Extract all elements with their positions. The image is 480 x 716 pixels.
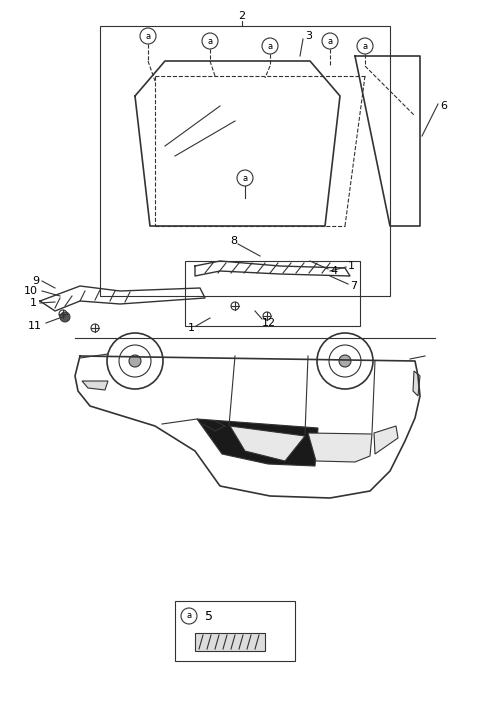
- Text: 1: 1: [188, 323, 195, 333]
- Text: a: a: [327, 37, 333, 46]
- Circle shape: [91, 324, 99, 332]
- Polygon shape: [413, 371, 420, 396]
- Bar: [100, 26, 390, 296]
- Text: 11: 11: [28, 321, 42, 331]
- Polygon shape: [197, 419, 318, 466]
- Text: 4: 4: [330, 266, 337, 276]
- Polygon shape: [230, 426, 305, 461]
- Text: 8: 8: [230, 236, 237, 246]
- Circle shape: [59, 310, 67, 318]
- Bar: [195, 633, 265, 651]
- Text: 7: 7: [350, 281, 357, 291]
- Text: 3: 3: [305, 31, 312, 41]
- Text: a: a: [207, 37, 213, 46]
- Polygon shape: [308, 433, 372, 462]
- Circle shape: [339, 355, 351, 367]
- Circle shape: [231, 302, 239, 310]
- Circle shape: [60, 312, 70, 322]
- Text: 6: 6: [440, 101, 447, 111]
- Text: 1: 1: [348, 261, 355, 271]
- Text: 1: 1: [30, 298, 37, 308]
- Polygon shape: [82, 381, 108, 390]
- Bar: [185, 261, 360, 326]
- Text: 5: 5: [205, 609, 213, 622]
- Text: 2: 2: [239, 11, 246, 21]
- Text: a: a: [186, 611, 192, 621]
- Text: a: a: [145, 32, 151, 41]
- Text: a: a: [267, 42, 273, 51]
- Circle shape: [317, 333, 373, 389]
- Circle shape: [129, 355, 141, 367]
- Polygon shape: [374, 426, 398, 454]
- Text: a: a: [242, 173, 248, 183]
- Bar: [175, 601, 295, 661]
- Text: 12: 12: [262, 318, 276, 328]
- Text: 9: 9: [32, 276, 39, 286]
- Text: a: a: [362, 42, 368, 51]
- Circle shape: [263, 312, 271, 320]
- Circle shape: [107, 333, 163, 389]
- Text: 10: 10: [24, 286, 38, 296]
